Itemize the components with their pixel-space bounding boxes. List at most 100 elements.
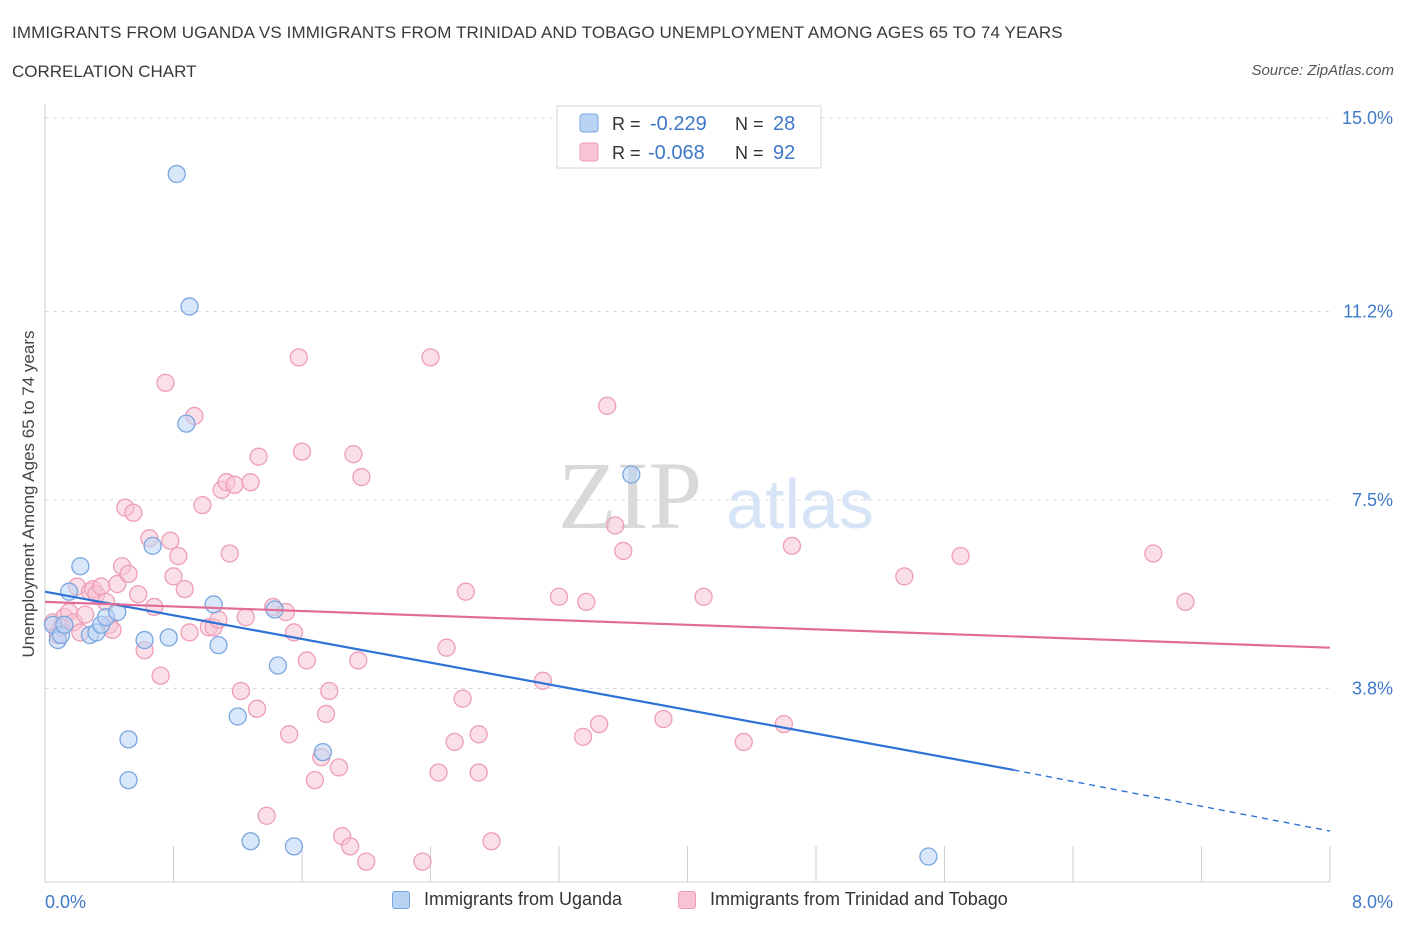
tt-point-71 [456,582,475,601]
axes [44,104,1331,883]
tt-point-29 [169,546,188,566]
tt-point-69 [445,732,464,752]
uganda-point-18 [180,297,199,316]
chart-title: IMMIGRANTS FROM UGANDA VS IMMIGRANTS FRO… [12,23,1063,42]
uganda-point-25 [284,837,304,856]
tt-point-39 [220,544,239,563]
tt-point-20 [124,503,143,522]
legend-n-value-tt: 92 [773,142,795,164]
tt-trend-line [44,600,1331,649]
tt-point-65 [413,852,432,871]
tt-point-77 [573,727,593,746]
uganda-point-19 [204,595,223,614]
series-uganda-points [43,164,938,866]
tt-point-53 [297,651,316,670]
tt-point-64 [357,852,376,871]
uganda-point-5 [71,557,90,576]
uganda-point-24 [268,656,288,675]
y-tick-label-1: 7.5% [1352,490,1393,510]
uganda-point-26 [313,742,333,762]
uganda-point-14 [143,536,162,555]
uganda-point-16 [167,164,186,184]
tt-point-86 [774,714,794,734]
tt-point-56 [316,704,336,724]
tt-point-82 [614,541,633,561]
tt-point-88 [895,567,914,586]
tt-point-90 [1144,544,1163,563]
grid-lines [45,117,1330,689]
tt-point-27 [161,531,180,550]
tt-point-60 [341,837,360,856]
tt-point-58 [329,758,349,777]
legend-item-tt: Immigrants from Trinidad and Tobago [678,889,1008,910]
legend-swatch-tt-bottom [678,890,696,909]
tt-point-25 [151,666,170,685]
uganda-point-12 [119,770,138,790]
tt-point-16 [108,574,127,594]
x-tick-label-0: 0.0% [45,892,86,912]
correlation-legend: R = -0.229 N = 28 R = -0.068 N = 92 [556,105,822,169]
tt-point-54 [305,770,325,790]
tt-point-70 [453,689,472,708]
tt-point-74 [482,832,501,851]
legend-r-label-uganda: R = [612,114,641,134]
series-legend: Immigrants from Uganda Immigrants from T… [0,889,1406,917]
legend-swatch-uganda-bottom [392,890,410,909]
tt-point-75 [533,671,553,690]
tt-point-89 [951,546,970,566]
tick-labels: 3.8% 7.5% 11.2% 15.0% 0.0% 8.0% [45,108,1393,912]
tt-point-43 [241,473,260,492]
trend-lines [44,590,1331,832]
tt-point-63 [352,467,371,487]
tt-point-85 [734,732,753,752]
tt-point-91 [1176,592,1195,612]
uganda-point-20 [209,636,228,655]
tt-point-42 [236,607,255,627]
tt-point-45 [249,447,268,466]
tt-point-87 [782,536,802,555]
tt-point-79 [590,714,609,734]
tt-point-66 [421,348,440,367]
tt-point-26 [156,373,175,393]
tt-point-41 [231,681,251,701]
uganda-point-3 [55,615,74,634]
legend-swatch-tt [579,142,599,162]
tt-point-28 [164,567,183,586]
tt-point-12 [92,577,111,596]
legend-n-label-uganda: N = [735,114,764,134]
tt-point-57 [320,681,339,701]
tt-point-68 [437,638,456,657]
tt-point-40 [225,475,244,494]
x-tick-label-1: 8.0% [1352,892,1393,912]
legend-r-value-tt: -0.068 [648,142,705,164]
tt-point-76 [549,587,569,606]
legend-swatch-uganda [579,113,599,133]
tt-point-61 [344,445,363,464]
y-tick-label-0: 3.8% [1352,678,1393,698]
legend-item-uganda: Immigrants from Uganda [392,889,622,910]
uganda-trend-line [44,590,1014,772]
tt-point-81 [606,516,625,535]
watermark-zip: ZIP [558,442,702,549]
tt-point-51 [289,348,308,367]
legend-label-uganda: Immigrants from Uganda [424,889,623,909]
legend-r-label-tt: R = [612,143,641,163]
legend-label-tt: Immigrants from Trinidad and Tobago [710,889,1008,909]
tt-point-78 [577,592,596,612]
tt-point-44 [247,699,267,718]
legend-n-value-uganda: 28 [773,113,795,135]
tt-point-21 [129,585,148,604]
tt-point-52 [292,442,312,461]
tt-point-84 [694,587,713,606]
y-axis-label: Unemployment Among Ages 65 to 74 years [19,331,38,658]
uganda-point-11 [119,730,138,749]
watermark: ZIP atlas [558,442,874,549]
tt-point-49 [279,725,299,744]
watermark-atlas: atlas [726,465,874,543]
tt-point-30 [175,579,194,599]
uganda-point-21 [228,707,247,726]
tt-point-83 [654,709,673,729]
uganda-point-15 [159,628,178,647]
legend-n-label-tt: N = [735,143,764,163]
